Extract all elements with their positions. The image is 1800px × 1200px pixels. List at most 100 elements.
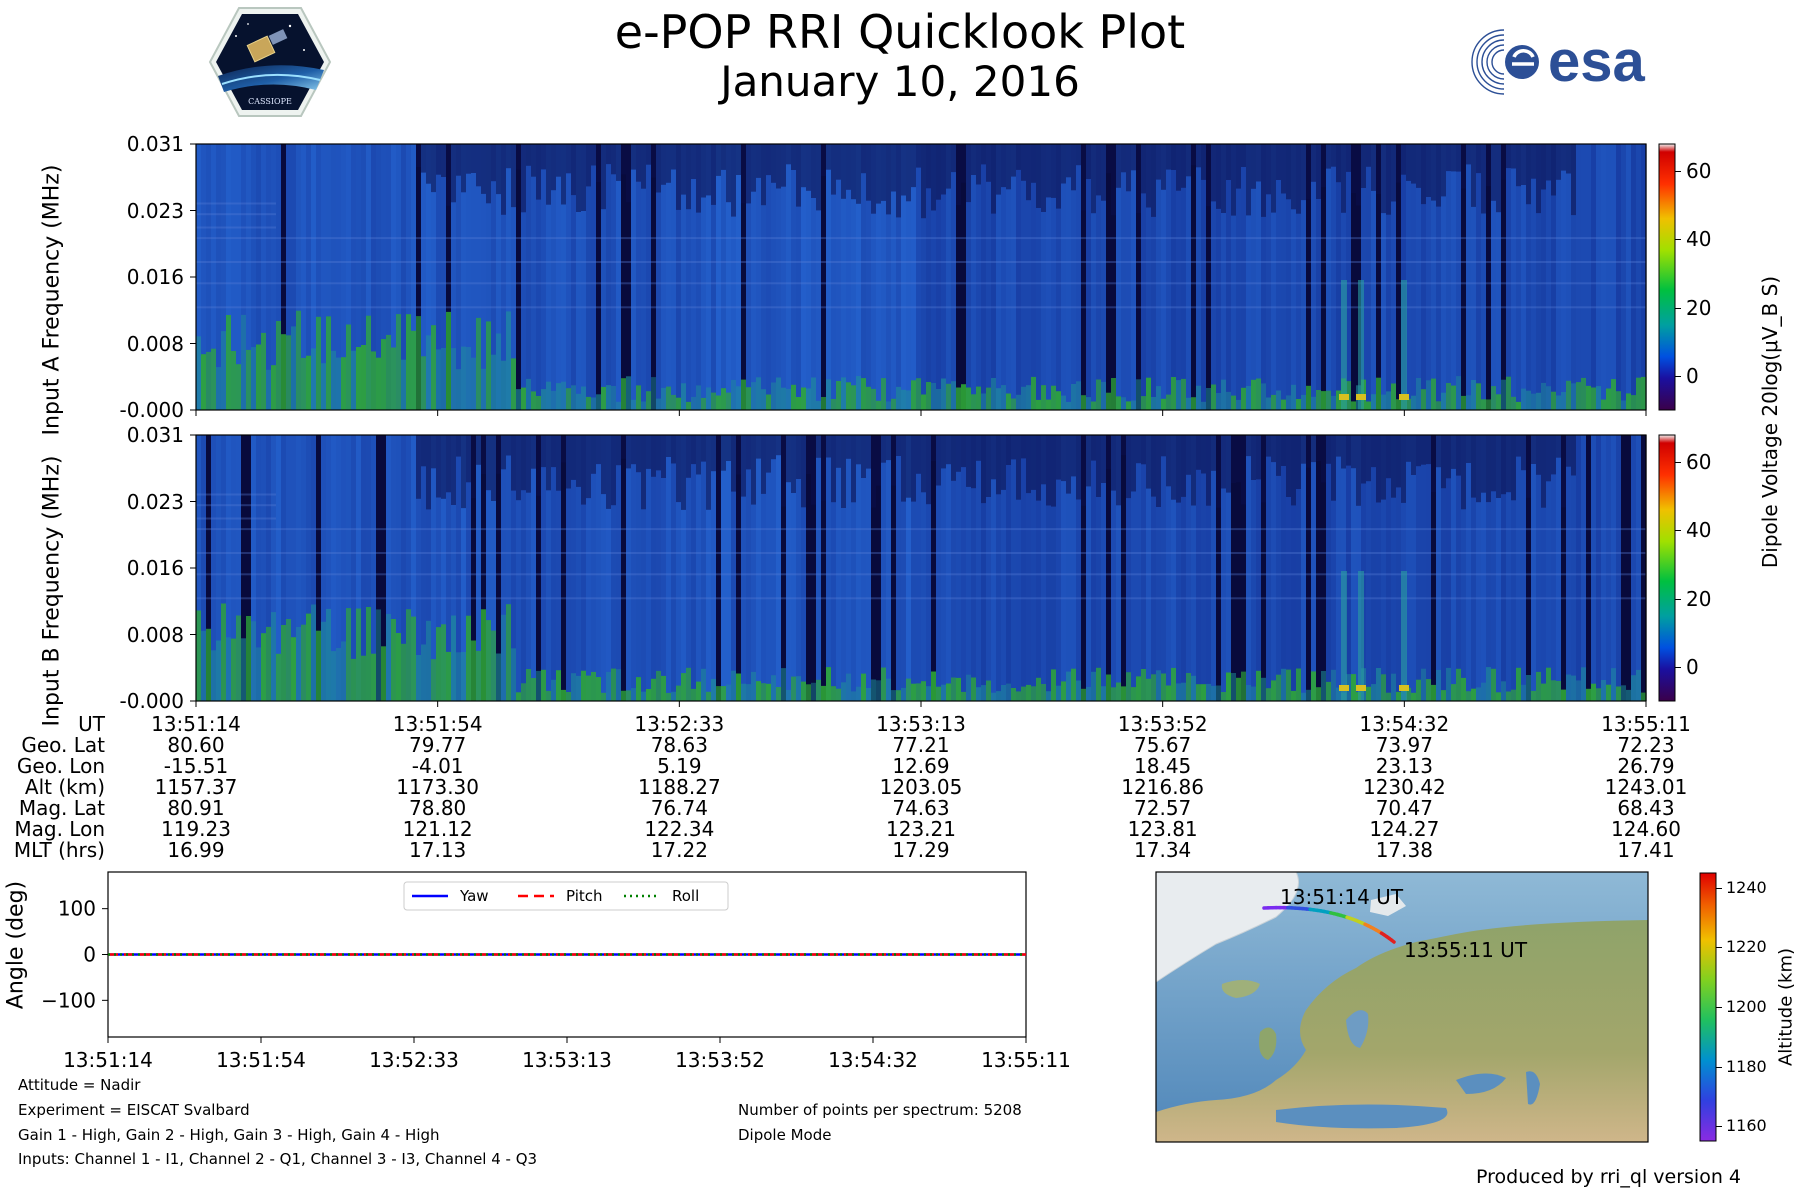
spectrogram-top-band [576,435,582,487]
spectrogram-column [1241,435,1247,701]
spectrogram-top-band [1036,435,1042,501]
spectrogram-column [1536,435,1542,701]
spectrogram-low-band [1251,686,1257,701]
spectrogram-column [1316,144,1322,410]
spectrogram-low-band [216,367,222,410]
spectrogram-column [1541,435,1547,701]
spectrogram-top-band [771,435,777,460]
spectrogram-column [301,144,307,410]
spectrogram-low-band [1586,688,1592,701]
spectrogram-low-band [806,388,812,410]
spectrogram-low-band [1291,690,1297,701]
spectrogram-low-band [1616,391,1622,410]
spectrogram-top-band [856,144,862,204]
spectrogram-interference-line [196,213,276,216]
footnote-experiment: Experiment = EISCAT Svalbard [18,1101,250,1119]
spectrogram-column [1081,144,1087,410]
spectrogram-top-band [1406,435,1412,462]
spectrogram-low-band [651,678,657,701]
spectrogram-column [1451,144,1457,410]
spectrogram-column [916,144,922,410]
spectrogram-low-band [206,351,212,410]
spectrogram-column [666,144,672,410]
spectrogram-top-band [1126,435,1132,499]
spectrogram-low-band [1131,687,1137,701]
spectrogram-top-band [586,144,592,187]
baltic-sea [1346,1010,1369,1048]
spectrogram-low-band [271,365,277,410]
spectrogram-low-band [1061,681,1067,701]
spectrogram-low-band [1066,401,1072,410]
spectrogram-column [411,435,417,701]
spectrogram-column [1376,144,1382,410]
spectrogram-top-band [1401,144,1407,175]
spectrogram-low-band [1221,379,1227,410]
spectrogram-top-band [1511,435,1517,501]
spectrogram-column [361,435,367,701]
spectrogram-top-band [1166,144,1172,170]
spectrogram-low-band [1136,676,1142,701]
ephemeris-cell: 80.91 [167,796,225,820]
spectrogram-column [896,144,902,410]
spectrogram-low-band [1611,668,1617,701]
spectrogram-column [1386,435,1392,701]
spectrogram-top-band [1446,144,1452,172]
footnote-points: Number of points per spectrum: 5208 [738,1101,1022,1119]
spectrogram-column [1001,144,1007,410]
spectrogram-top-band [1351,144,1357,193]
spectrogram-top-band [1261,144,1267,217]
spectrogram-column [1531,435,1537,701]
spectrogram-column [841,144,847,410]
spectrogram-low-band [1396,691,1402,701]
spectrogram-low-band [951,381,957,410]
spectrogram-low-band [766,683,772,701]
spectrogram-column [1281,435,1287,701]
spectrogram-top-band [741,435,747,497]
spectrogram-low-band [1536,671,1542,701]
spectrogram-low-band [1571,383,1577,410]
spectrogram-low-band [201,354,207,410]
ephemeris-cell: 122.34 [644,817,715,841]
spectrogram-low-band [541,389,547,410]
spectrogram-column [1531,144,1537,410]
spectrogram-column [1176,435,1182,701]
spectrogram-column [1021,144,1027,410]
spectrogram-low-band [1081,395,1087,410]
spectrogram-column [461,144,467,410]
spectrogram-top-band [461,435,467,509]
spectrogram-interference-line [196,202,276,205]
spectrogram-column [1151,435,1157,701]
spectrogram-a [190,143,1647,416]
spectrogram-top-band [796,435,802,479]
spectrogram-low-band [266,369,272,410]
spectrogram-low-band [351,350,357,410]
spectrogram-column [991,144,997,410]
spectrogram-column [1326,144,1332,410]
spectrogram-top-band [666,144,672,183]
spectrogram-top-band [1166,435,1172,487]
page-title: e-POP RRI Quicklook Plot [614,5,1186,59]
spectrogram-low-band [1241,387,1247,410]
spectrogram-column [1176,144,1182,410]
spectrogram-column [1056,435,1062,701]
spectrogram-top-band [531,435,537,469]
spectrogram-column [631,435,637,701]
spectrogram-low-band [1516,401,1522,410]
spectrogram-column [246,144,252,410]
spectrogram-column [1476,144,1482,410]
spectrogram-column [581,435,587,701]
spectrogram-column [731,144,737,410]
spectrogram-column [971,435,977,701]
spectrogram-low-band [446,311,452,410]
spectrogram-top-band [931,435,937,462]
spectrogram-column [1541,144,1547,410]
colorbar-tick-mark [1675,666,1681,668]
spectrogram-column [826,435,832,701]
spectrogram-top-band [911,144,917,188]
spectrogram-low-band [1021,686,1027,701]
spectrogram-low-band [371,351,377,410]
spectrogram-column [1411,435,1417,701]
spectrogram-low-band [371,653,377,701]
spectrogram-top-band [511,435,517,491]
spectrogram-low-band [801,681,807,701]
